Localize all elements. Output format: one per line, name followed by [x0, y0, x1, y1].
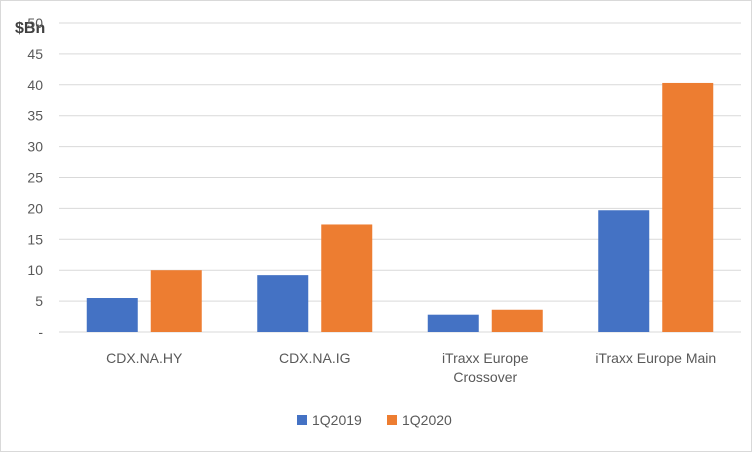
bars — [86, 82, 714, 332]
category-label: iTraxx Europe Main — [595, 350, 716, 366]
y-tick-label: 40 — [27, 77, 43, 93]
unit-label: $Bn — [15, 20, 45, 37]
y-tick-label: - — [38, 324, 43, 340]
bar — [427, 314, 479, 332]
bar — [321, 224, 373, 332]
bar — [598, 210, 650, 332]
y-tick-label: 30 — [27, 139, 43, 155]
y-tick-label: 20 — [27, 200, 43, 216]
legend-swatch — [387, 415, 397, 425]
y-tick-label: 25 — [27, 170, 43, 186]
bar — [257, 275, 309, 332]
y-tick-label: 15 — [27, 231, 43, 247]
category-label: iTraxx Europe Crossover — [442, 350, 529, 385]
legend: 1Q2019 1Q2020 — [297, 412, 452, 428]
y-tick-label: 45 — [27, 46, 43, 62]
category-label: CDX.NA.IG — [279, 350, 351, 366]
y-tick-label: 5 — [35, 293, 43, 309]
category-labels: CDX.NA.HY CDX.NA.IG iTraxx Europe Crossover… — [106, 350, 716, 385]
category-label: CDX.NA.HY — [106, 350, 183, 366]
bar — [150, 270, 202, 332]
legend-swatch — [297, 415, 307, 425]
legend-label: 1Q2020 — [402, 412, 452, 428]
y-tick-label: 10 — [27, 262, 43, 278]
y-axis-ticks: - 5 10 15 20 25 30 35 40 45 50 — [27, 15, 43, 340]
bar — [662, 82, 714, 332]
legend-label: 1Q2019 — [312, 412, 362, 428]
bar — [491, 309, 543, 332]
y-tick-label: 50 — [27, 15, 43, 31]
y-tick-label: 35 — [27, 108, 43, 124]
bar — [86, 298, 138, 332]
